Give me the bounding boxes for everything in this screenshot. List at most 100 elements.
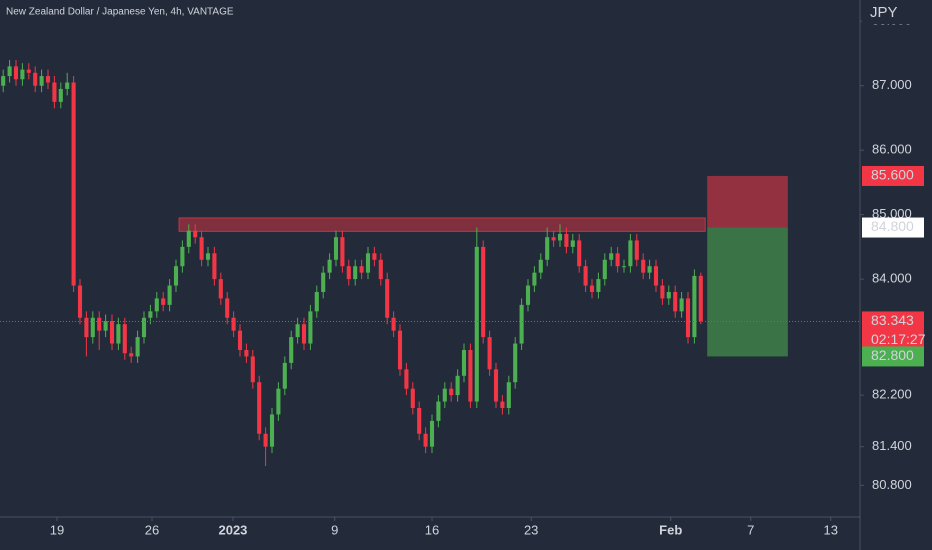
candle-body [71, 82, 76, 286]
candle-body [269, 414, 275, 447]
candle-body [551, 237, 556, 241]
candle-body [84, 317, 89, 338]
candle-body [45, 76, 51, 83]
candle-body [391, 317, 396, 331]
countdown: 02:17:27 [871, 331, 926, 347]
price-label: 84.800 [871, 218, 914, 234]
candle-body [596, 279, 601, 292]
candle-body [653, 266, 659, 286]
candle-body [385, 279, 390, 318]
x-tick-label: 19 [50, 522, 64, 537]
candle-body [429, 420, 435, 447]
candle-body [660, 285, 665, 299]
candle-body [353, 266, 358, 280]
candle-body [7, 66, 12, 77]
candle-body [33, 72, 38, 86]
y-tick-label: 84.000 [872, 271, 912, 286]
candle-body [570, 240, 575, 247]
candle-body [173, 266, 179, 286]
candle-body [250, 356, 255, 383]
stop-zone [707, 175, 788, 228]
candle-body [589, 285, 595, 292]
candle-body [500, 401, 505, 409]
x-tick-label: 9 [331, 522, 338, 537]
price-label-bg [862, 311, 924, 352]
candle-body [410, 388, 415, 409]
candle-body [449, 388, 454, 396]
candle-body [378, 259, 383, 280]
candle-body [167, 285, 172, 305]
y-tick-label: 80.800 [872, 477, 912, 492]
candle-body [218, 279, 223, 299]
candle-body [321, 272, 326, 292]
candle-body [308, 311, 313, 344]
candle-body [372, 253, 377, 260]
candle-body [615, 253, 620, 267]
candle-body [109, 320, 115, 344]
candle-body [52, 82, 57, 102]
y-tick-label: 87.000 [872, 77, 912, 92]
candle-body [77, 285, 83, 318]
candle-body [148, 311, 153, 318]
y-tick-label: 82.200 [872, 387, 912, 402]
candle-body [314, 291, 319, 312]
candle-body [225, 298, 230, 318]
candle-body [417, 408, 422, 434]
candle-body [282, 362, 287, 389]
candle-body [346, 266, 351, 280]
x-tick-label: 7 [747, 522, 754, 537]
candle-body [237, 330, 243, 350]
y-unit: JPY [870, 4, 898, 21]
candle-body [474, 246, 479, 402]
candle-body [141, 317, 147, 338]
candle-body [423, 433, 428, 447]
plot-area [0, 59, 860, 467]
candle-body [97, 317, 102, 331]
candle-body [621, 266, 627, 268]
candle-body [602, 259, 607, 280]
candle-body [135, 337, 140, 357]
candle-body [506, 382, 511, 409]
candle-body [276, 388, 281, 415]
candle-body [129, 353, 134, 357]
candle-body [116, 324, 121, 344]
x-tick-label: Feb [659, 522, 682, 537]
candle-body [609, 253, 614, 260]
candle-body [20, 69, 25, 80]
candle-body [13, 66, 19, 80]
candle-body [327, 259, 332, 273]
candle-body [455, 375, 460, 396]
candle-body [545, 237, 550, 260]
candle-body [295, 324, 300, 338]
candle-body [692, 275, 697, 338]
candle-body [436, 401, 441, 421]
candle-body [90, 317, 95, 338]
candle-body [404, 369, 409, 389]
resistance-zone [178, 217, 706, 232]
candle-body [698, 275, 703, 321]
candle-body [257, 382, 262, 434]
candle-body [65, 82, 70, 89]
price-label-bg [862, 165, 924, 186]
candle-body [122, 324, 127, 354]
candle-body [154, 298, 159, 312]
candle-body [39, 76, 44, 86]
candle-body [641, 259, 646, 273]
x-tick-label: 13 [823, 522, 837, 537]
candle-body [333, 237, 339, 260]
candle-body [673, 291, 678, 312]
candle-body [666, 291, 671, 299]
candle-body [301, 324, 307, 344]
unit-bg [862, 0, 932, 24]
candle-body [58, 88, 63, 102]
candle-body [583, 266, 588, 286]
candle-body [519, 304, 524, 344]
candle-body [493, 369, 499, 402]
axes: 88.00087.00086.00085.00084.00082.20081.4… [50, 13, 926, 538]
price-label-bg [862, 217, 924, 238]
candle-body [538, 259, 543, 273]
candle-body [193, 230, 198, 238]
candle-body [525, 285, 531, 305]
